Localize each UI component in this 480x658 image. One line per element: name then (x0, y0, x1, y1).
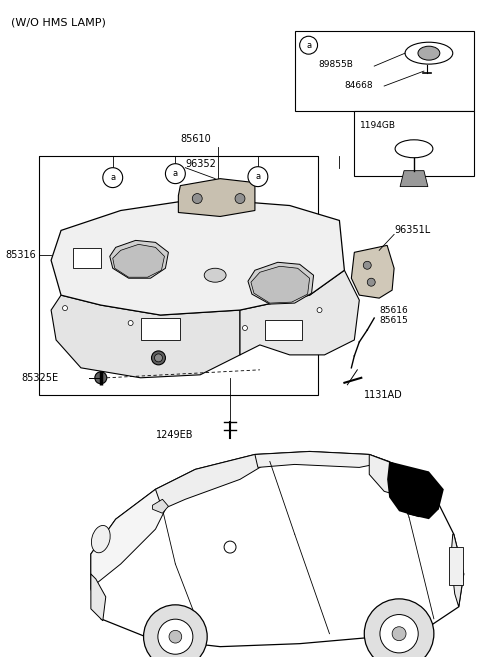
Circle shape (158, 619, 193, 654)
Polygon shape (354, 111, 474, 176)
Polygon shape (39, 156, 318, 395)
Circle shape (317, 307, 322, 313)
Polygon shape (248, 263, 313, 304)
Text: 85615: 85615 (379, 316, 408, 324)
Circle shape (144, 605, 207, 658)
Circle shape (392, 626, 406, 641)
Polygon shape (156, 455, 270, 509)
Polygon shape (91, 490, 170, 584)
Polygon shape (91, 451, 464, 647)
Circle shape (169, 630, 182, 643)
Polygon shape (240, 270, 360, 355)
Polygon shape (113, 244, 165, 277)
Text: 89855B: 89855B (319, 60, 353, 68)
Circle shape (95, 372, 107, 384)
Circle shape (248, 166, 268, 187)
Polygon shape (351, 245, 394, 298)
Ellipse shape (405, 42, 453, 64)
Polygon shape (404, 488, 439, 519)
Circle shape (300, 36, 318, 54)
Polygon shape (451, 534, 464, 607)
FancyBboxPatch shape (449, 547, 463, 585)
Circle shape (224, 541, 236, 553)
Text: 84668: 84668 (344, 80, 373, 89)
Polygon shape (110, 240, 168, 278)
Polygon shape (255, 451, 389, 467)
Circle shape (152, 351, 166, 365)
Polygon shape (91, 574, 106, 620)
Text: 96352: 96352 (185, 159, 216, 168)
Text: 96351L: 96351L (394, 226, 431, 236)
Circle shape (166, 164, 185, 184)
Circle shape (367, 278, 375, 286)
Polygon shape (73, 248, 101, 268)
Circle shape (155, 354, 162, 362)
Circle shape (364, 599, 434, 658)
Polygon shape (400, 170, 428, 187)
Circle shape (192, 193, 202, 203)
Ellipse shape (92, 526, 110, 553)
Polygon shape (141, 318, 180, 340)
Ellipse shape (418, 46, 440, 60)
Text: 1131AD: 1131AD (364, 390, 403, 399)
Circle shape (62, 305, 68, 311)
Polygon shape (265, 320, 301, 340)
Polygon shape (51, 295, 240, 378)
Text: a: a (173, 169, 178, 178)
Circle shape (363, 261, 371, 269)
Polygon shape (251, 266, 310, 303)
Text: (W/O HMS LAMP): (W/O HMS LAMP) (12, 17, 106, 28)
Text: 85610: 85610 (180, 134, 211, 144)
Circle shape (103, 168, 123, 188)
Text: 1249EB: 1249EB (156, 430, 193, 440)
Ellipse shape (204, 268, 226, 282)
Polygon shape (387, 461, 444, 517)
Circle shape (242, 326, 248, 330)
Circle shape (128, 320, 133, 326)
Polygon shape (295, 32, 474, 111)
Text: 85325E: 85325E (21, 373, 59, 383)
Polygon shape (369, 455, 419, 497)
Polygon shape (179, 178, 255, 216)
Text: 1194GB: 1194GB (360, 121, 396, 130)
Text: a: a (306, 41, 311, 50)
Text: 85616: 85616 (379, 305, 408, 315)
Polygon shape (153, 499, 168, 513)
Polygon shape (51, 199, 344, 315)
Text: a: a (255, 172, 261, 181)
Text: 85316: 85316 (5, 250, 36, 261)
Text: a: a (110, 173, 115, 182)
Circle shape (235, 193, 245, 203)
Circle shape (380, 615, 418, 653)
Ellipse shape (395, 139, 433, 158)
